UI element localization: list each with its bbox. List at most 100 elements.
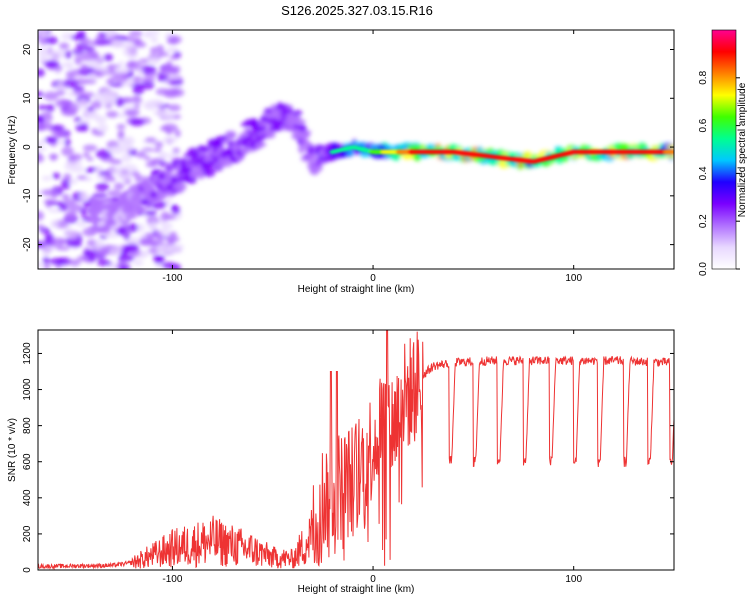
heatmap-cell bbox=[154, 141, 164, 148]
heatmap-cell bbox=[150, 36, 159, 43]
heatmap-cell bbox=[38, 154, 45, 163]
heatmap-cell bbox=[293, 118, 306, 126]
heatmap-cell bbox=[81, 91, 95, 98]
heatmap-cell bbox=[243, 148, 257, 153]
heatmap-cell bbox=[116, 123, 126, 130]
heatmap-cell bbox=[50, 153, 57, 162]
heatmap-cell bbox=[293, 109, 303, 116]
heatmap-cell bbox=[155, 44, 165, 54]
heatmap-cell bbox=[68, 259, 82, 266]
heatmap-cell bbox=[158, 151, 169, 160]
colorbar-tick-label: 0.6 bbox=[698, 118, 709, 132]
heatmap-cell bbox=[160, 211, 171, 222]
heatmap-cell bbox=[123, 110, 137, 116]
heatmap-cell bbox=[160, 111, 175, 119]
heatmap-cell bbox=[108, 176, 117, 182]
heatmap-cell bbox=[149, 191, 158, 199]
heatmap-cell bbox=[197, 171, 205, 180]
heatmap-cell bbox=[149, 159, 158, 165]
heatmap-cell bbox=[167, 104, 181, 112]
heatmap-cell bbox=[38, 47, 48, 53]
heatmap-cell bbox=[141, 65, 157, 74]
heatmap-cell bbox=[43, 199, 58, 204]
y-tick-label: 20 bbox=[22, 44, 33, 56]
heatmap-cell bbox=[38, 91, 44, 97]
heatmap-cell bbox=[126, 49, 138, 60]
heatmap-cell bbox=[63, 173, 72, 181]
heatmap-cell bbox=[38, 68, 45, 77]
heatmap-cell bbox=[173, 181, 187, 192]
heatmap-cell bbox=[97, 123, 109, 133]
heatmap-cell bbox=[119, 265, 128, 269]
heatmap-cell bbox=[155, 243, 172, 254]
heatmap-cell bbox=[105, 110, 119, 118]
heatmap-cell bbox=[501, 151, 508, 157]
x-tick-label: 0 bbox=[370, 273, 376, 284]
heatmap-cell bbox=[43, 263, 51, 269]
heatmap-cell bbox=[42, 256, 50, 264]
heatmap-cell bbox=[124, 243, 139, 252]
heatmap-cell bbox=[38, 105, 49, 110]
x-tick-label: -100 bbox=[162, 574, 182, 585]
colorbar-tick-label: 0.4 bbox=[698, 166, 709, 180]
y-tick-label: 400 bbox=[22, 489, 33, 506]
heatmap-cell bbox=[383, 144, 395, 150]
heatmap-blobs bbox=[38, 30, 674, 269]
heatmap-cell bbox=[38, 115, 45, 124]
heatmap-cell bbox=[109, 247, 122, 256]
heatmap-cell bbox=[65, 50, 72, 60]
heatmap-cell bbox=[41, 189, 58, 196]
snr-y-ticks: 0 200 400 600 800 1000 1200 bbox=[22, 342, 674, 573]
snr-x-ticks: -100 0 100 bbox=[162, 330, 582, 585]
x-tick-label: 100 bbox=[565, 273, 582, 284]
heatmap-cell bbox=[76, 30, 86, 40]
heatmap-cell bbox=[125, 223, 140, 233]
heatmap-cell bbox=[160, 69, 171, 75]
heatmap-cell bbox=[93, 131, 105, 137]
heatmap-cell bbox=[91, 100, 102, 110]
heatmap-cell bbox=[50, 220, 59, 228]
heatmap-cell bbox=[117, 254, 130, 262]
heatmap-cell bbox=[255, 141, 267, 148]
heatmap-cell bbox=[145, 204, 152, 209]
heatmap-cell bbox=[268, 132, 276, 139]
heatmap-cell bbox=[161, 222, 173, 230]
heatmap-cell bbox=[68, 102, 80, 112]
heatmap-cell bbox=[44, 115, 54, 121]
heatmap-cell bbox=[95, 115, 107, 124]
chart-title: S126.2025.327.03.15.R16 bbox=[281, 3, 433, 18]
heatmap-cell bbox=[82, 249, 98, 257]
heatmap-cell bbox=[125, 61, 137, 69]
heatmap-cell bbox=[140, 80, 155, 90]
heatmap-cell bbox=[96, 259, 112, 267]
heatmap-cell bbox=[167, 80, 183, 86]
heatmap-cell bbox=[313, 164, 323, 172]
heatmap-cell bbox=[38, 142, 44, 147]
heatmap-cell bbox=[141, 77, 156, 82]
y-tick-label: 800 bbox=[22, 417, 33, 434]
heatmap-cell bbox=[47, 137, 59, 143]
heatmap-cell bbox=[163, 88, 180, 97]
y-tick-label: 1200 bbox=[22, 342, 33, 365]
heatmap-cell bbox=[226, 132, 236, 140]
heatmap-cell bbox=[487, 158, 502, 166]
heatmap-cell bbox=[80, 191, 88, 199]
heatmap-cell bbox=[57, 140, 65, 145]
heatmap-cell bbox=[148, 57, 160, 65]
heatmap-cell bbox=[49, 49, 65, 55]
heatmap-cell bbox=[153, 147, 162, 153]
heatmap-cell bbox=[302, 132, 310, 139]
heatmap-cell bbox=[665, 153, 674, 159]
heatmap-cell bbox=[132, 260, 144, 266]
heatmap-cell bbox=[45, 36, 58, 45]
heatmap-cell bbox=[121, 153, 132, 163]
heatmap-noise bbox=[38, 30, 185, 269]
heatmap-cell bbox=[70, 153, 83, 161]
heatmap-cell bbox=[95, 205, 104, 214]
heatmap-cell bbox=[134, 206, 147, 214]
heatmap-cell bbox=[150, 100, 164, 107]
heatmap-cell bbox=[143, 32, 153, 39]
heatmap-cell bbox=[58, 203, 69, 212]
heatmap-core bbox=[329, 145, 674, 164]
heatmap-cell bbox=[132, 76, 143, 84]
